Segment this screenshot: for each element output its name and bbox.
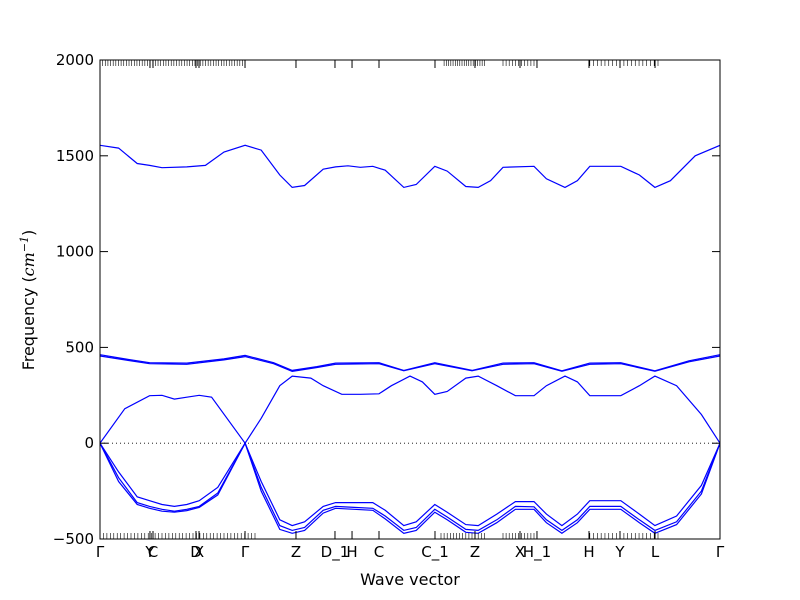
x-tick-label: Z <box>470 543 480 561</box>
plot-area <box>100 144 720 535</box>
band-line-7 <box>100 441 720 535</box>
y-tick-label: 500 <box>65 338 94 356</box>
band-line-6 <box>100 441 720 532</box>
band-line-4 <box>100 375 720 445</box>
y-axis-label-exponent: −1 <box>18 236 31 252</box>
qpoint-ticks <box>99 60 659 539</box>
x-tick-label: Y <box>144 543 155 561</box>
x-tick-label: D_1 <box>321 543 350 562</box>
y-tick-label: −500 <box>53 530 94 548</box>
x-tick-label: Γ <box>716 543 725 561</box>
x-tick-label: Y <box>614 543 625 561</box>
x-tick-label: H <box>346 543 357 561</box>
band-line-5 <box>100 441 720 527</box>
y-axis-label: Frequency (cm−1) <box>18 230 38 371</box>
y-axis-label-text: Frequency ( <box>19 276 38 370</box>
y-tick-label: 0 <box>84 434 94 452</box>
x-tick-label: H_1 <box>523 543 551 562</box>
x-axis-label: Wave vector <box>360 570 460 589</box>
x-tick-label: C_1 <box>421 543 449 562</box>
x-tick-label: C <box>148 543 158 561</box>
band-line-3 <box>100 355 720 373</box>
y-axis-label-close: ) <box>19 230 38 236</box>
y-axis-label-unit: cm <box>19 252 38 276</box>
band-line-1 <box>100 144 720 189</box>
x-tick-label: Γ <box>96 543 105 561</box>
y-tick-label: 2000 <box>56 51 94 69</box>
x-tick-label: Z <box>291 543 301 561</box>
band-line-2 <box>100 354 720 372</box>
x-tick-label: C <box>374 543 384 561</box>
y-tick-label: 1500 <box>56 147 94 165</box>
plot-frame <box>99 59 721 540</box>
x-tick-label: X <box>515 543 525 561</box>
x-tick-label: L <box>651 543 660 561</box>
y-tick-label: 1000 <box>56 243 94 261</box>
x-tick-label: Γ <box>241 543 250 561</box>
x-tick-label: X <box>194 543 204 561</box>
x-tick-label: H <box>583 543 594 561</box>
x-tick-label: D <box>190 543 202 561</box>
